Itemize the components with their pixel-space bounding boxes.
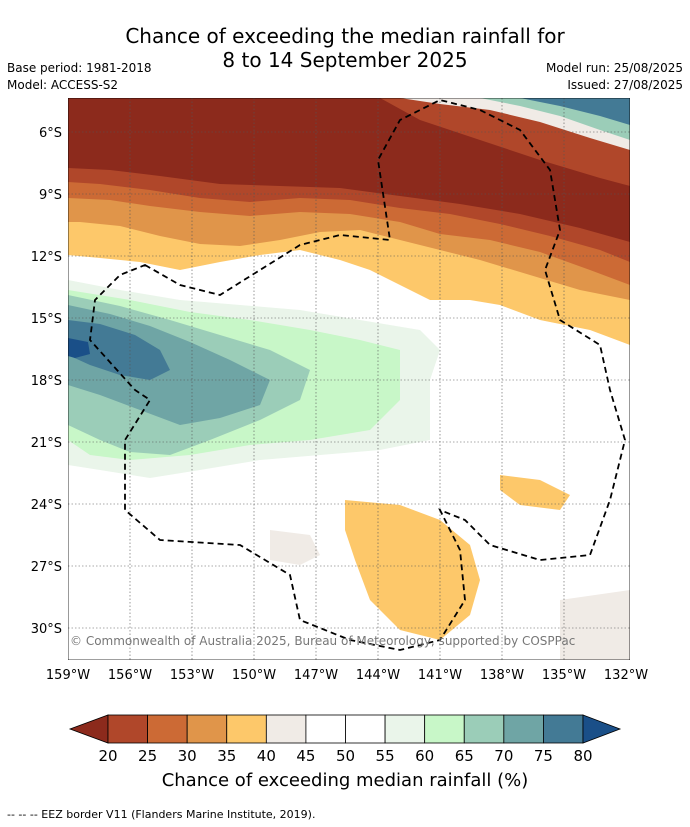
band-75-ne [520, 98, 630, 125]
graticule [68, 98, 630, 660]
lon-label: 153°W [170, 668, 214, 683]
colorbar-tick-label: 80 [573, 747, 592, 765]
lat-axis: 6°S 9°S 12°S 15°S 18°S 21°S 24°S 27°S 30… [31, 126, 62, 637]
map-title: Chance of exceeding the median rainfall … [0, 24, 690, 72]
lat-label: 18°S [31, 374, 62, 389]
lon-label: 144°W [356, 668, 400, 683]
colorbar-box [107, 714, 148, 744]
lon-label: 135°W [542, 668, 586, 683]
colorbar-tick-label: 20 [98, 747, 117, 765]
lat-label: 15°S [31, 312, 62, 327]
eez-border-cook-islands [89, 99, 626, 651]
title-line2: 8 to 14 September 2025 [222, 48, 468, 72]
lat-label: 9°S [39, 188, 62, 203]
lon-label: 159°W [46, 668, 90, 683]
issued-date: Issued: 27/08/2025 [567, 78, 683, 92]
colorbar-box [543, 714, 584, 744]
colorbar-box [305, 714, 346, 744]
colorbar-box [265, 714, 307, 744]
model-run: Model run: 25/08/2025 [545, 61, 683, 75]
colorbar-arrow-low [68, 714, 109, 744]
colorbar-tick-label: 55 [376, 747, 395, 765]
meta-right: Model run: 25/08/2025 Issued: 27/08/2025 [546, 60, 683, 94]
colorbar-tick-label: 30 [178, 747, 197, 765]
band-15 [68, 98, 630, 242]
colorbar-arrow-high [582, 714, 622, 744]
lon-label: 141°W [418, 668, 462, 683]
title-line1: Chance of exceeding the median rainfall … [125, 24, 565, 48]
colorbar-box [424, 714, 465, 744]
colorbar-box [463, 714, 505, 744]
wet-85 [68, 338, 90, 358]
eez-footnote: -- -- -- EEZ border V11 (Flanders Marine… [7, 808, 316, 821]
model-name: Model: ACCESS-S2 [7, 78, 119, 92]
base-period: Base period: 1981-2018 [7, 61, 152, 75]
colorbar-box [345, 714, 386, 744]
colorbar-tick-label: 60 [415, 747, 434, 765]
colorbar-title: Chance of exceeding median rainfall (%) [161, 770, 529, 791]
lon-label: 132°W [604, 668, 648, 683]
colorbar-tick-label: 75 [534, 747, 553, 765]
colorbar-tick-label: 65 [455, 747, 474, 765]
lat-label: 27°S [31, 560, 62, 575]
colorbar-box [226, 714, 267, 744]
lon-label: 156°W [108, 668, 152, 683]
lat-label: 24°S [31, 498, 62, 513]
colorbar: 20 25 30 35 40 45 50 55 60 65 70 75 80 [68, 714, 622, 765]
colorbar-tick-label: 45 [296, 747, 315, 765]
colorbar-box [186, 714, 228, 744]
lat-label: 30°S [31, 622, 62, 637]
lat-label: 21°S [31, 436, 62, 451]
lon-label: 150°W [232, 668, 276, 683]
colorbar-box [147, 714, 188, 744]
map-area [68, 98, 630, 660]
colorbar-box [384, 714, 426, 744]
colorbar-box [503, 714, 544, 744]
colorbar-tick-label: 25 [138, 747, 157, 765]
colorbar-tick-label: 35 [217, 747, 236, 765]
lat-label: 6°S [39, 126, 62, 141]
copyright-notice: © Commonwealth of Australia 2025, Bureau… [70, 634, 576, 648]
south-40 [345, 500, 480, 640]
lon-label: 147°W [294, 668, 338, 683]
south-45b [560, 590, 630, 660]
south-45 [270, 530, 320, 565]
colorbar-tick-label: 40 [257, 747, 276, 765]
colorbar-tick-label: 50 [336, 747, 355, 765]
lon-label: 138°W [480, 668, 524, 683]
wet-80 [68, 320, 170, 380]
meta-left: Base period: 1981-2018 Model: ACCESS-S2 [7, 60, 152, 94]
lat-label: 12°S [31, 250, 62, 265]
colorbar-tick-label: 70 [494, 747, 513, 765]
lon-axis: 159°W 156°W 153°W 150°W 147°W 144°W 141°… [46, 668, 648, 683]
south-40b [500, 475, 570, 510]
